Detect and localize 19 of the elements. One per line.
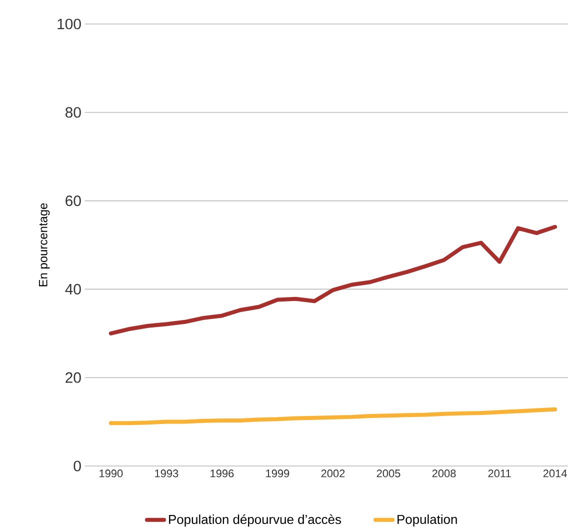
line-series [108,224,558,336]
y-tick-label: 80 [66,107,81,118]
x-tick-label: 1996 [210,470,234,478]
y-tick-label: 40 [65,284,81,294]
x-tick-label: 2008 [432,470,456,478]
y-tick-label: 100 [58,18,81,30]
y-tick-label: 0 [74,460,81,472]
legend-label: Population [398,514,457,527]
x-tick-label: 2002 [321,470,345,478]
x-tick-label: 1999 [266,470,290,478]
legend-label: Population dépourvue d’accès [169,514,342,527]
y-tick-label: 60 [66,196,81,206]
x-tick-label: 2011 [488,470,511,478]
x-tick-label: 1990 [100,470,123,478]
x-tick-label: 2005 [376,470,400,478]
x-tick-label: 1993 [155,470,178,478]
y-tick-label: 20 [66,372,81,383]
y-axis-title: En pourcentage [39,203,50,286]
x-tick-label: 2014 [543,470,567,478]
